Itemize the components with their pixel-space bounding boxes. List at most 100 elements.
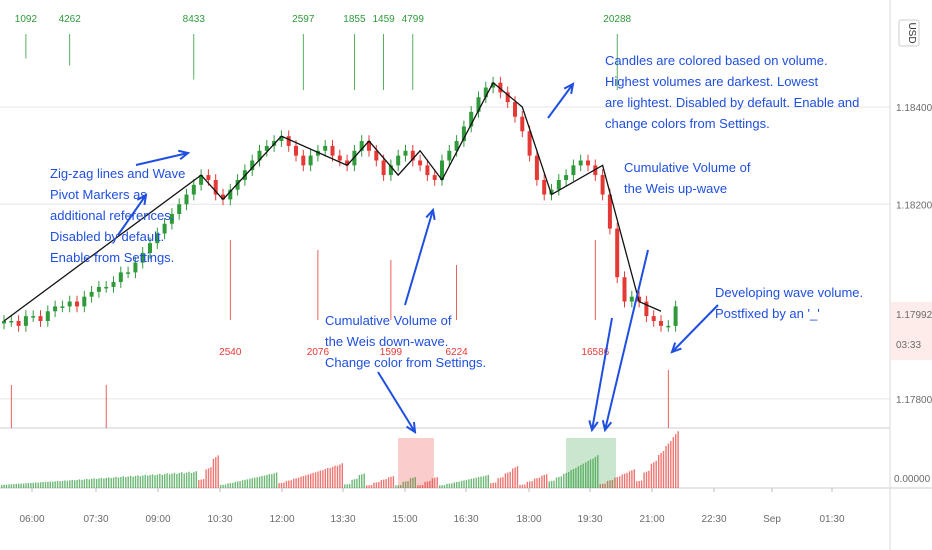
wave-volume-label: 2597 <box>292 14 315 25</box>
wave-volume-bar <box>78 479 81 488</box>
wave-volume-bar <box>344 484 346 488</box>
wave-volume-bar <box>473 478 475 488</box>
wave-volume-bar <box>22 483 25 488</box>
candle-body <box>418 160 423 166</box>
wave-volume-bar <box>81 479 83 488</box>
wave-volume-bar <box>105 477 107 488</box>
wave-volume-bar <box>285 480 288 488</box>
candle-body <box>359 141 364 151</box>
wave-volume-bar <box>443 485 446 488</box>
wave-volume-bar <box>541 475 543 488</box>
wave-volume-bar <box>570 470 572 488</box>
wave-volume-bar <box>361 474 363 488</box>
candle-body <box>250 160 255 171</box>
y-tick-label: 1.18400 <box>896 103 932 114</box>
candle-body <box>118 272 123 283</box>
wave-volume-bar <box>129 475 132 488</box>
wave-volume-bar <box>181 472 183 488</box>
wave-volume-bar <box>266 474 268 488</box>
wave-volume-bar <box>397 485 399 488</box>
wave-volume-bar <box>436 477 438 488</box>
wave-volume-bar <box>638 480 640 488</box>
wave-volume-bar <box>178 473 180 488</box>
developing-note-line: Developing wave volume. <box>715 285 863 300</box>
x-tick-label: 12:00 <box>269 514 294 525</box>
wave-volume-bar <box>164 474 166 488</box>
wave-volume-bar <box>307 474 309 488</box>
candle-body <box>410 150 415 161</box>
wave-volume-bar <box>137 475 139 488</box>
wave-volume-bar <box>619 476 621 488</box>
wave-volume-bar <box>147 475 149 488</box>
wave-volume-bar <box>319 470 322 488</box>
wave-volume-label: 6224 <box>445 347 468 358</box>
wave-volume-label: 1459 <box>372 14 395 25</box>
candle-body <box>440 160 444 180</box>
wave-volume-bar <box>358 475 361 488</box>
candle-body <box>235 179 240 190</box>
candle-body <box>9 321 14 323</box>
wave-volume-bar <box>465 479 468 488</box>
x-tick-label: Sep <box>763 514 781 525</box>
wave-volume-bar <box>439 485 441 488</box>
wave-volume-bar <box>244 479 246 488</box>
wave-volume-bar <box>611 479 614 488</box>
candle-body <box>527 131 532 156</box>
candle-body <box>264 145 269 151</box>
candle-body <box>75 301 79 307</box>
wave-volume-bar <box>400 485 402 488</box>
candle-body <box>381 160 386 176</box>
wave-volume-bar <box>348 484 351 488</box>
wave-volume-bar <box>212 458 215 488</box>
wave-volume-bar <box>190 472 193 488</box>
annotation-arrow <box>377 371 416 433</box>
x-tick-label: 16:30 <box>453 514 478 525</box>
currency-button[interactable] <box>898 19 920 47</box>
wave-volume-bar <box>538 477 541 488</box>
wave-volume-bar <box>88 479 90 488</box>
wave-volume-bar <box>132 476 134 488</box>
wave-volume-bar <box>280 482 283 488</box>
wave-volume-bar <box>628 471 631 488</box>
candle-body <box>148 243 152 253</box>
annotation-arrows <box>117 82 719 434</box>
wave-volume-bar <box>621 474 623 488</box>
wave-volume-bar <box>173 472 176 488</box>
wave-volume-bar <box>193 472 195 488</box>
wave-volume-bar <box>623 473 626 488</box>
candle-body <box>498 82 503 93</box>
wave-volume-bar <box>609 480 611 488</box>
zigzag-note-line: additional references. <box>50 208 174 223</box>
wave-volume-bar <box>256 477 258 488</box>
up-wave-note-line: Cumulative Volume of <box>624 160 751 175</box>
wave-volume-bar <box>636 481 638 488</box>
wave-volume-bar <box>249 478 251 488</box>
wave-volume-bar <box>434 477 436 488</box>
candles-note-line: change colors from Settings. <box>605 116 770 131</box>
wave-volume-bar <box>563 473 565 488</box>
wave-volume-bar <box>108 477 110 488</box>
wave-volume-bar <box>71 479 73 488</box>
price-badge-value: 1.17992 <box>896 310 932 321</box>
wave-volume-bar <box>210 467 212 488</box>
x-tick-label: 21:00 <box>639 514 664 525</box>
candle-body <box>425 165 430 176</box>
wave-volume-bar <box>402 481 404 488</box>
wave-volume-label: 16586 <box>581 347 609 358</box>
wave-volume-bar <box>421 485 424 488</box>
wave-volume-bar <box>631 470 633 488</box>
wave-volume-bar <box>514 467 516 488</box>
candle-body <box>403 150 408 156</box>
wave-volume-bar <box>139 476 142 488</box>
wave-volume-bar <box>251 478 253 488</box>
candle-body <box>388 165 393 176</box>
wave-volume-bar <box>582 463 584 488</box>
wave-volume-bar <box>655 460 657 488</box>
wave-volume-bar <box>273 473 275 488</box>
wave-volume-bar <box>10 484 13 488</box>
wave-volume-bar <box>324 469 326 488</box>
wave-volume-bar <box>441 485 443 488</box>
candle-body <box>513 102 517 117</box>
wave-volume-bar <box>127 476 129 488</box>
